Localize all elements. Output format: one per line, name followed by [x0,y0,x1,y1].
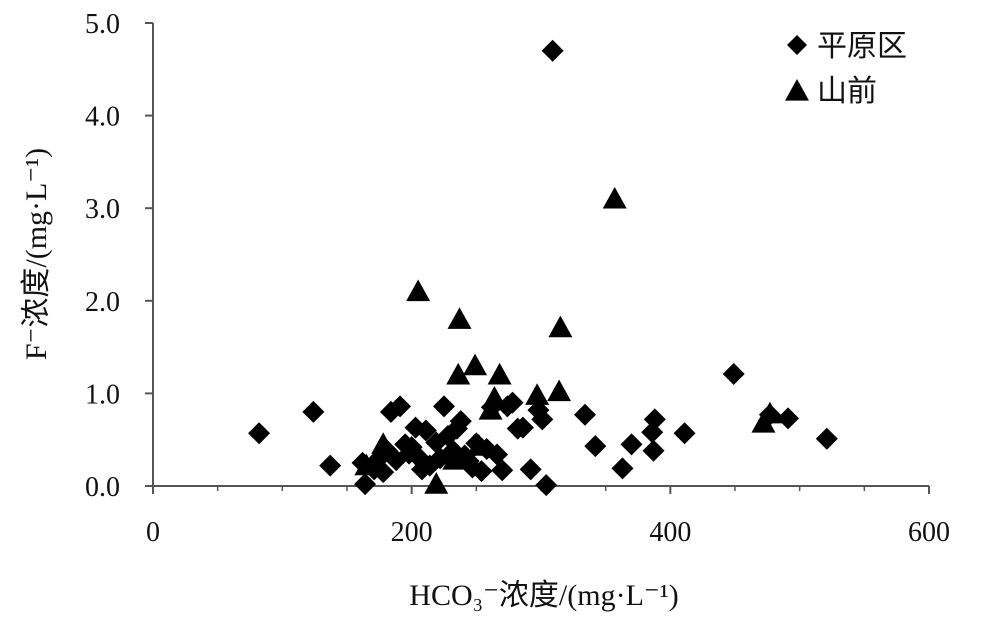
diamond-point [433,395,455,418]
triangle-point [354,453,379,476]
triangle-point [447,307,472,329]
diamond-point [584,435,607,458]
triangle-point [442,448,467,470]
triangle-point [463,353,488,376]
diamond-point [491,459,514,482]
triangle-point [478,398,503,420]
diamond-point [389,395,412,418]
legend-marker-diamond [787,35,807,55]
diamond-point [302,400,325,423]
triangle-point [757,401,782,424]
x-axis-ticks: 0 200 400 600 [146,486,950,548]
diamond-point [414,419,437,442]
y-axis-ticks: 0.0 1.0 2.0 3.0 4.0 5.0 [85,9,153,503]
diamond-point [470,460,493,483]
triangle-point [406,279,431,302]
y-tick-label: 1.0 [85,379,120,410]
x-tick-label: 200 [391,517,433,548]
diamond-point [449,410,472,433]
x-axis-title: HCO₃⁻浓度/(mg·L⁻¹) [409,579,678,612]
y-axis-title: F⁻浓度/(mg·L⁻¹) [20,148,53,360]
triangle-point [602,186,627,209]
x-tick-label: 600 [908,517,950,548]
y-tick-label: 0.0 [85,472,120,503]
diamond-point [541,39,564,62]
triangle-point [446,362,471,385]
series-piedmont [354,186,782,494]
diamond-point [611,457,634,480]
diamond-point [620,433,643,456]
diamond-point [519,458,542,481]
diamond-point [319,454,342,477]
legend-label-plain: 平原区 [817,29,907,64]
legend-label-piedmont: 山前 [817,74,877,109]
triangle-point [371,432,396,454]
diamond-point [777,407,800,430]
diamond-point [354,473,377,496]
triangle-point [424,472,449,494]
diamond-point [642,439,665,462]
diamond-point [501,391,524,414]
legend: 平原区 山前 [785,29,907,109]
diamond-point [722,362,745,385]
triangle-point [482,386,507,408]
diamond-point [673,422,696,445]
triangle-point [525,383,550,405]
x-tick-label: 0 [146,517,160,548]
triangle-point [548,315,573,338]
triangle-point [466,434,491,456]
y-tick-label: 2.0 [85,287,120,318]
diamond-point [573,403,596,426]
diamond-point [531,408,554,431]
diamond-point [643,408,666,431]
diamond-point [535,474,558,497]
y-tick-label: 5.0 [85,9,120,40]
diamond-point [815,427,838,450]
x-tick-label: 400 [649,517,691,548]
data-points [248,39,838,497]
y-tick-label: 4.0 [85,102,120,133]
legend-marker-triangle [785,79,809,101]
diamond-point [511,416,534,439]
series-plain [248,39,838,497]
triangle-point [547,379,572,402]
diamond-point [372,461,395,484]
y-tick-label: 3.0 [85,194,120,225]
triangle-point [487,362,512,385]
diamond-point [248,422,271,445]
